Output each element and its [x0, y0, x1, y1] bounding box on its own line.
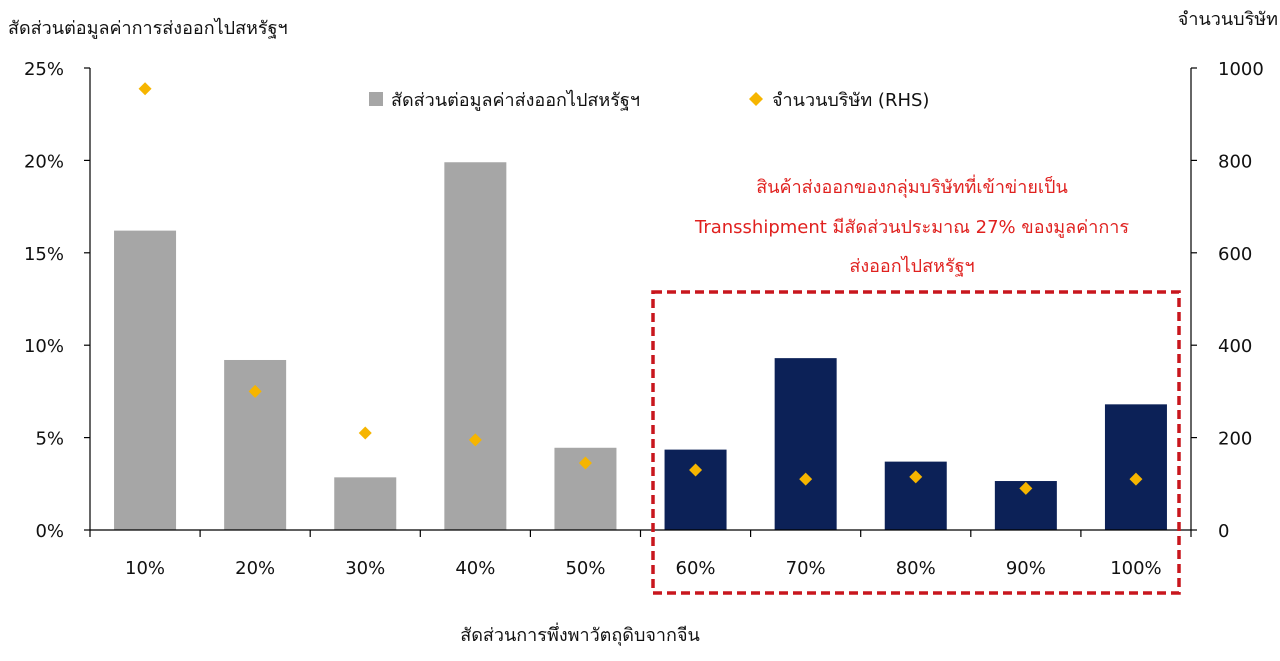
y-left-tick-label: 5%: [35, 429, 64, 450]
annotation-line-1: สินค้าส่งออกของกลุ่มบริษัทที่เข้าข่ายเป็…: [756, 174, 1068, 198]
legend-marker-swatch: [749, 92, 763, 106]
x-tick-label: 80%: [896, 558, 936, 579]
markers-layer: [138, 82, 1143, 495]
y-right-tick-label: 1000: [1218, 59, 1264, 80]
annotation-line-2: Transshipment มีสัดส่วนประมาณ 27% ของมูล…: [694, 217, 1129, 238]
marker-50%: [578, 456, 592, 470]
x-tick-label: 90%: [1006, 558, 1046, 579]
x-axis-title: สัดส่วนการพึ่งพาวัตถุดิบจากจีน: [460, 622, 700, 646]
bar-10%: [114, 230, 177, 530]
legend-bar-swatch: [369, 92, 383, 106]
bar-100%: [1104, 404, 1167, 530]
x-tick-label: 60%: [676, 558, 716, 579]
legend: สัดส่วนต่อมูลค่าส่งออกไปสหรัฐฯ จำนวนบริษ…: [369, 89, 929, 111]
y-right-title: จำนวนบริษัท: [1178, 9, 1278, 30]
x-tick-label: 40%: [455, 558, 495, 579]
y-right-tick-label: 600: [1218, 244, 1252, 265]
y-right-tick-label: 200: [1218, 429, 1252, 450]
marker-100%: [1129, 472, 1143, 486]
marker-20%: [248, 384, 262, 398]
marker-70%: [799, 472, 813, 486]
x-tick-label: 20%: [235, 558, 275, 579]
annotation: สินค้าส่งออกของกลุ่มบริษัทที่เข้าข่ายเป็…: [694, 174, 1129, 277]
y-left-tick-label: 15%: [24, 244, 64, 265]
annotation-line-3: ส่งออกไปสหรัฐฯ: [849, 255, 974, 277]
y-right-tick-label: 0: [1218, 521, 1229, 542]
marker-30%: [358, 426, 372, 440]
legend-bar-label: สัดส่วนต่อมูลค่าส่งออกไปสหรัฐฯ: [391, 89, 640, 111]
marker-10%: [138, 82, 152, 96]
highlight-box: [651, 290, 1181, 595]
y-left-tick-label: 0%: [35, 521, 64, 542]
marker-60%: [689, 463, 703, 477]
legend-marker-label: จำนวนบริษัท (RHS): [772, 90, 929, 111]
marker-80%: [909, 470, 923, 484]
y-left-tick-label: 10%: [24, 336, 64, 357]
y-left-title: สัดส่วนต่อมูลค่าการส่งออกไปสหรัฐฯ: [8, 17, 288, 39]
marker-90%: [1019, 481, 1033, 495]
x-tick-label: 30%: [345, 558, 385, 579]
x-tick-label: 70%: [786, 558, 826, 579]
bar-60%: [664, 449, 727, 530]
y-right-tick-label: 400: [1218, 336, 1252, 357]
y-left-tick-label: 25%: [24, 59, 64, 80]
marker-40%: [468, 433, 482, 447]
bar-70%: [774, 358, 837, 530]
x-tick-label: 10%: [125, 558, 165, 579]
x-tick-label: 50%: [565, 558, 605, 579]
bar-40%: [444, 162, 507, 531]
bar-30%: [334, 477, 397, 530]
y-left-tick-label: 20%: [24, 151, 64, 172]
bars-layer: [114, 162, 1167, 531]
y-right-tick-label: 800: [1218, 151, 1252, 172]
x-tick-label: 100%: [1110, 558, 1161, 579]
axes-layer: 0% 5% 10% 15% 20% 25% 0 200 400 600 800 1000 10% 20% 3…: [24, 59, 1264, 579]
